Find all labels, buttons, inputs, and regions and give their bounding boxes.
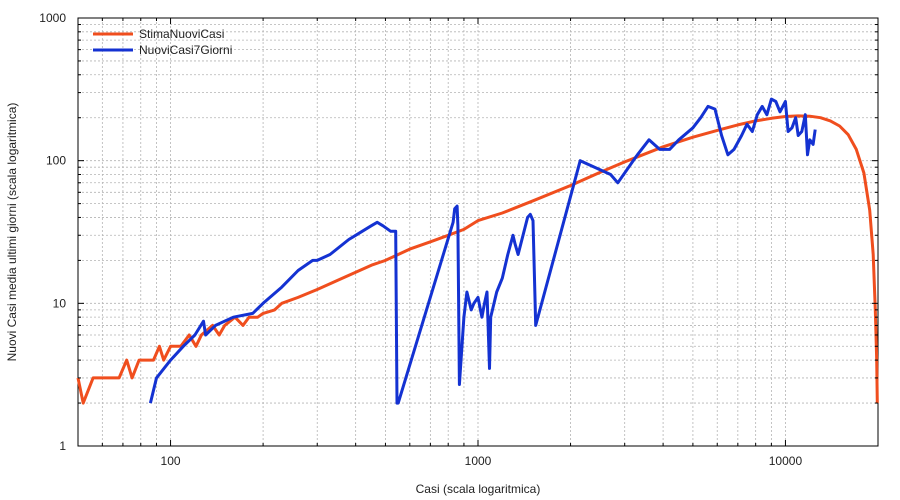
y-tick-label: 100	[46, 154, 66, 168]
x-tick-label: 10000	[769, 454, 803, 468]
y-tick-label: 10	[53, 296, 67, 310]
legend-label-nuovicasi: NuoviCasi7Giorni	[139, 43, 232, 57]
series-line-1	[148, 97, 817, 405]
y-tick-label: 1000	[39, 11, 66, 25]
x-tick-label: 100	[161, 454, 181, 468]
legend-label-stima: StimaNuoviCasi	[139, 27, 224, 41]
legend: StimaNuoviCasi NuoviCasi7Giorni	[93, 27, 232, 57]
axis-ticks: 100 1000 10000 1 10 100 1000	[39, 11, 879, 468]
y-tick-label: 1	[59, 439, 66, 453]
x-tick-label: 1000	[465, 454, 492, 468]
series-line-0	[76, 114, 879, 405]
series-layer	[76, 97, 879, 405]
y-axis-title: Nuovi Casi media ultimi giorni (scala lo…	[5, 103, 19, 362]
x-axis-title: Casi (scala logaritmica)	[416, 482, 541, 496]
